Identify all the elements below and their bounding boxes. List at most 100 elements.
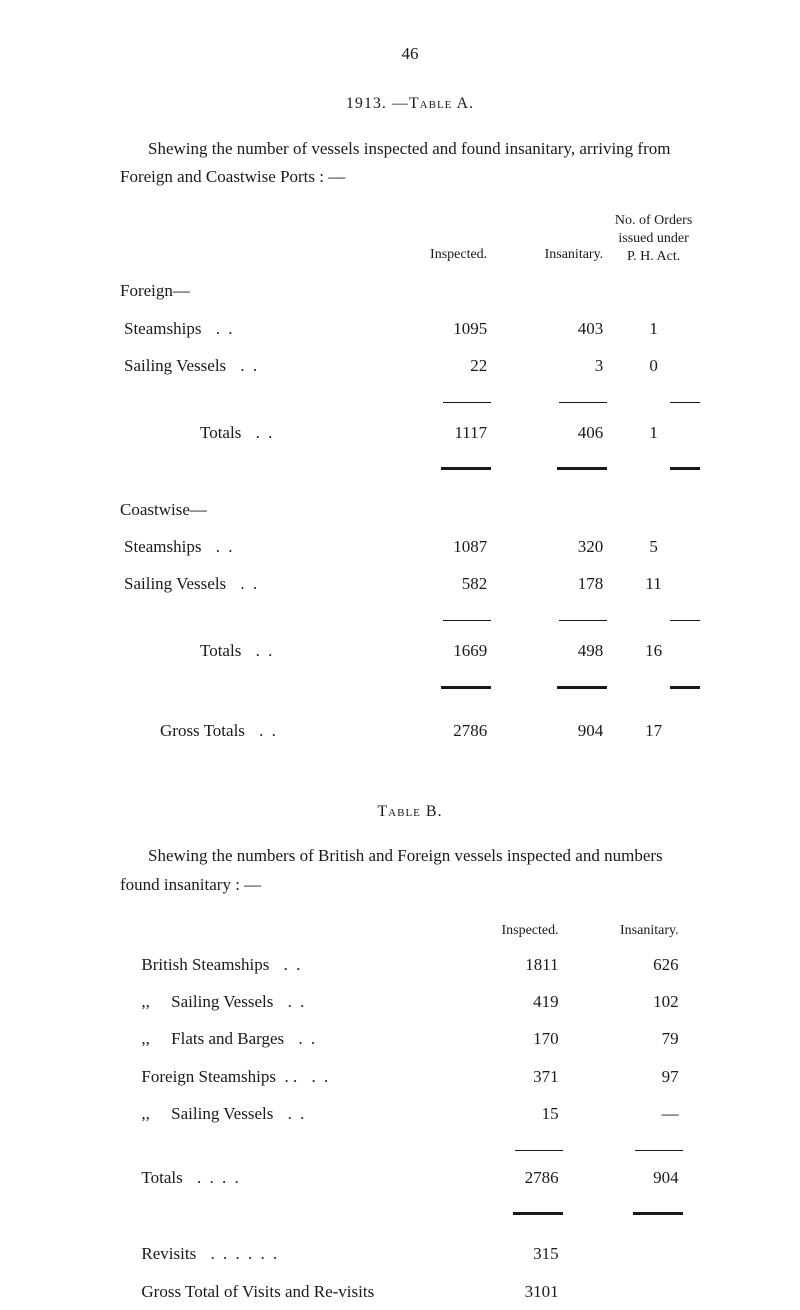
cell: — [563,1095,683,1132]
table-row: ,, Flats and Barges . . 170 79 [137,1020,682,1057]
cell: 3101 [443,1273,563,1310]
cell: 11 [607,565,700,602]
table-row: Sailing Vessels . . 582 178 11 [120,565,700,602]
table-row: Steamships . . 1087 320 5 [120,528,700,565]
dots: . . [273,992,306,1011]
cell: 2786 [375,709,491,749]
orders-line3: P. H. Act. [627,249,680,264]
totals-label: Totals [200,641,241,660]
table-b: Inspected. Insanitary. British Steamship… [137,915,682,1310]
coastwise-label: Coastwise— [120,491,375,528]
gross-row: Gross Total of Visits and Re-visits 3101 [137,1273,682,1310]
table-row: Steamships . . 1095 403 1 [120,310,700,347]
cell: 904 [563,1159,683,1196]
table-row: British Steamships . . 1811 626 [137,946,682,983]
cell: 79 [563,1020,683,1057]
dots: . . . . [183,1168,241,1187]
row-label: Steamships [124,319,201,338]
cell: 22 [375,347,491,384]
table-row: Sailing Vessels . . 22 3 0 [120,347,700,384]
table-a-intro: Shewing the number of vessels inspected … [120,135,700,191]
cell: 419 [443,983,563,1020]
cell: 15 [443,1095,563,1132]
header-inspected: Inspected. [375,207,491,273]
header-insanitary: Insanitary. [491,207,607,273]
dots: . . [201,537,234,556]
page-number: 46 [120,40,700,67]
cell: 1669 [375,629,491,669]
cell: 320 [491,528,607,565]
table-b-container: Table B. Shewing the numbers of British … [120,799,700,1310]
dots: . . [269,955,302,974]
table-b-header-row: Inspected. Insanitary. [137,915,682,946]
cell: 0 [607,347,700,384]
cell: 403 [491,310,607,347]
dots: . . [284,1029,317,1048]
cell: 16 [607,629,700,669]
rule-row [120,384,700,411]
cell: 1 [607,411,700,451]
row-label: Sailing Vessels [124,356,226,375]
header-orders: No. of Orders issued under P. H. Act. [607,207,700,273]
totals-label: Totals [141,1168,182,1187]
cell: 97 [563,1058,683,1095]
revisits-label: Revisits [141,1244,196,1263]
cell: 406 [491,411,607,451]
cell: 1811 [443,946,563,983]
cell: 1 [607,310,700,347]
dots: . . [297,1067,330,1086]
table-row: Foreign Steamships . . . . 371 97 [137,1058,682,1095]
header-inspected: Inspected. [443,915,563,946]
dots: . . [241,423,274,442]
cell: 904 [491,709,607,749]
table-b-totals-row: Totals . . . . 2786 904 [137,1159,682,1196]
totals-label: Totals [200,423,241,442]
rule-row [137,1132,682,1159]
row-label: British Steamships [141,955,269,974]
coastwise-section-row: Coastwise— [120,491,700,528]
dots: . . [245,721,278,740]
cell: 315 [443,1235,563,1272]
dots: . . [226,574,259,593]
dots: . . [241,641,274,660]
cell: 17 [607,709,700,749]
cell: 102 [563,983,683,1020]
rule-row [120,602,700,629]
cell: 626 [563,946,683,983]
row-label: Foreign Steamships . . [141,1067,297,1086]
dots: . . . . . . [196,1244,279,1263]
cell: 371 [443,1058,563,1095]
revisits-row: Revisits . . . . . . 315 [137,1235,682,1272]
table-b-intro: Shewing the numbers of British and Forei… [120,842,700,898]
dots: . . [201,319,234,338]
foreign-totals-row: Totals . . 1117 406 1 [120,411,700,451]
cell: 1087 [375,528,491,565]
row-label: ,, Sailing Vessels [141,992,273,1011]
dots: . . [226,356,259,375]
foreign-label: Foreign— [120,272,375,309]
row-label: Steamships [124,537,201,556]
cell: 2786 [443,1159,563,1196]
orders-line1: No. of Orders [615,213,692,228]
gross-totals-label: Gross Totals [160,721,245,740]
cell: 1117 [375,411,491,451]
cell: 498 [491,629,607,669]
header-insanitary: Insanitary. [563,915,683,946]
cell: 170 [443,1020,563,1057]
table-b-heading-text: Table B. [377,803,442,820]
rule-row [120,670,700,697]
rule-row [137,1196,682,1223]
table-a-heading: 1913. —Table A. [120,91,700,117]
table-a: Inspected. Insanitary. No. of Orders iss… [120,207,700,749]
row-label: Sailing Vessels [124,574,226,593]
coastwise-totals-row: Totals . . 1669 498 16 [120,629,700,669]
gross-label: Gross Total of Visits and Re-visits [137,1273,442,1310]
table-b-heading: Table B. [120,799,700,825]
cell: 1095 [375,310,491,347]
dots: . . [273,1104,306,1123]
rule-row [120,451,700,478]
row-label: ,, Sailing Vessels [141,1104,273,1123]
gross-totals-row: Gross Totals . . 2786 904 17 [120,709,700,749]
cell: 3 [491,347,607,384]
cell: 5 [607,528,700,565]
